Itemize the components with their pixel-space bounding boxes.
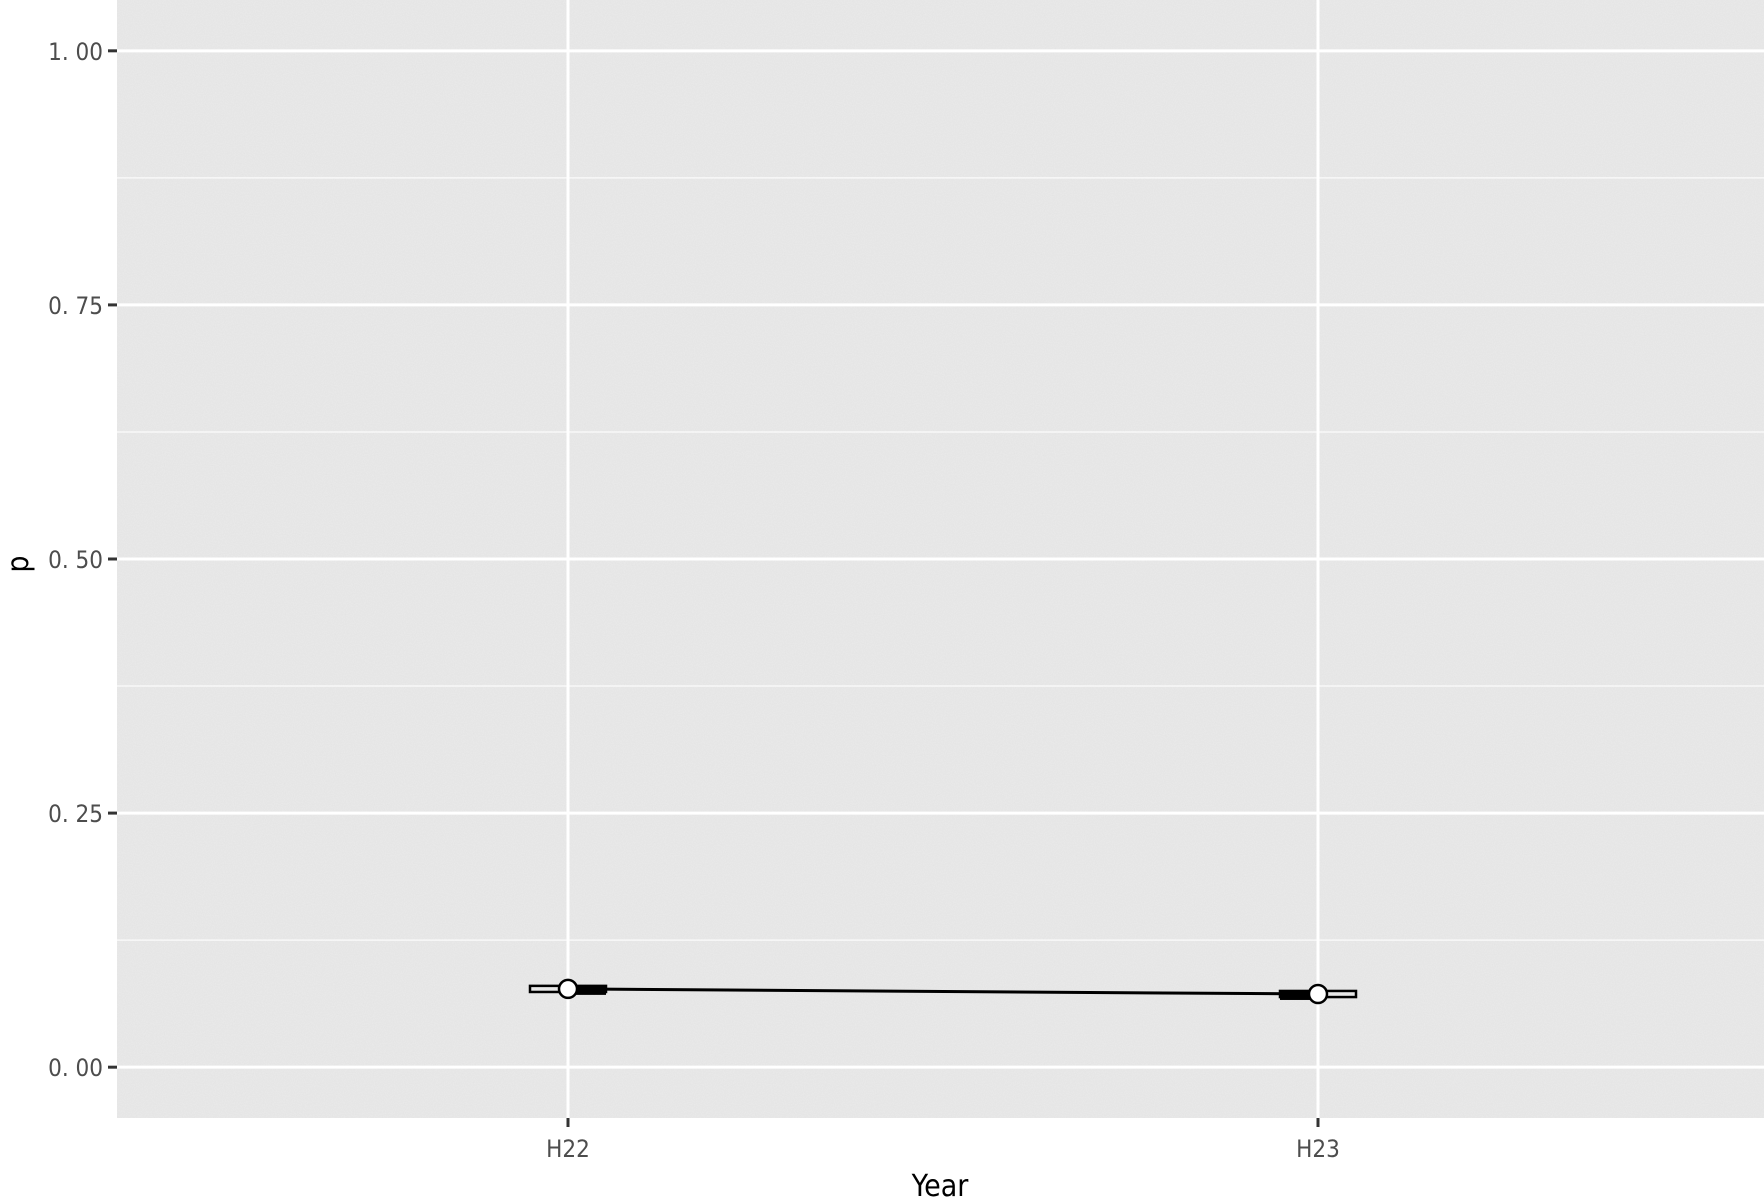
x-tick-label: H23 bbox=[1296, 1135, 1340, 1163]
grid-lines bbox=[117, 0, 1764, 1118]
data-point bbox=[557, 978, 579, 1000]
interval-inner bbox=[1280, 991, 1322, 1000]
x-axis-title: Year bbox=[911, 1169, 970, 1202]
y-tick-label: 0. 50 bbox=[48, 546, 103, 574]
y-tick-label: 0. 00 bbox=[48, 1054, 103, 1082]
y-axis-title: p bbox=[1, 555, 36, 572]
interval-inner bbox=[564, 986, 606, 995]
data-layer bbox=[528, 978, 1358, 1005]
x-tick-label: H22 bbox=[546, 1135, 590, 1163]
plot-panel bbox=[117, 0, 1764, 1118]
series-line bbox=[567, 987, 1319, 996]
y-tick-label: 1. 00 bbox=[48, 38, 103, 66]
y-tick-label: 0. 75 bbox=[48, 292, 103, 320]
y-tick-label: 0. 25 bbox=[48, 800, 103, 828]
axes: 0. 00 0. 25 0. 50 0. 75 1. 00 H22 H23 bbox=[48, 38, 1340, 1163]
data-point bbox=[1307, 983, 1329, 1005]
